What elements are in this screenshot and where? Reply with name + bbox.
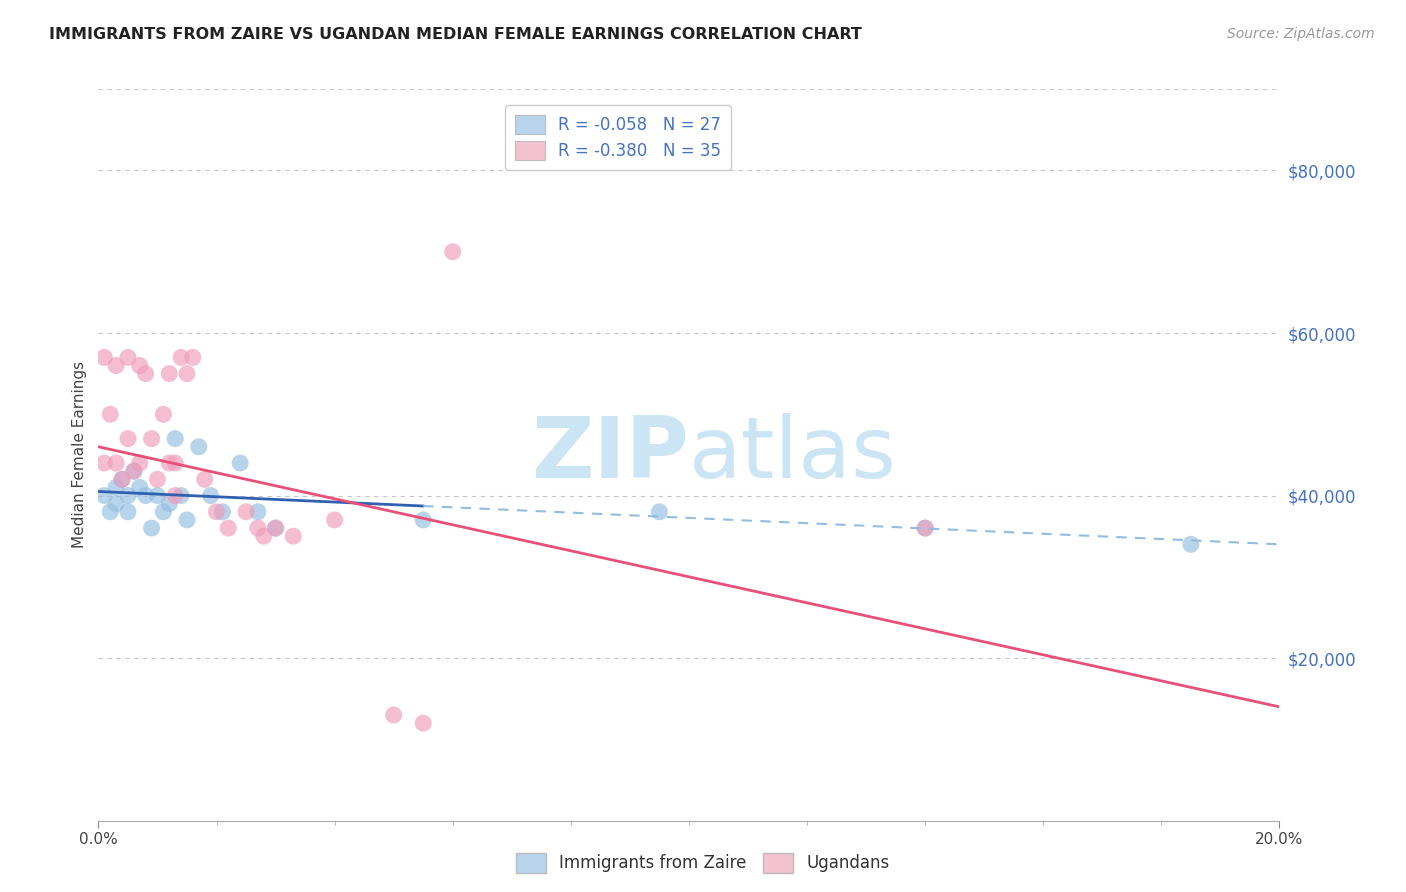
Point xyxy=(235,505,257,519)
Point xyxy=(146,489,169,503)
Point xyxy=(122,464,145,478)
Point xyxy=(141,521,163,535)
Point xyxy=(194,472,217,486)
Point xyxy=(205,505,228,519)
Point xyxy=(200,489,222,503)
Point xyxy=(229,456,252,470)
Point xyxy=(146,472,169,486)
Y-axis label: Median Female Earnings: Median Female Earnings xyxy=(72,361,87,549)
Point xyxy=(128,480,150,494)
Point xyxy=(93,456,115,470)
Point xyxy=(128,359,150,373)
Point xyxy=(382,708,405,723)
Point xyxy=(117,505,139,519)
Point xyxy=(165,456,187,470)
Point xyxy=(264,521,287,535)
Text: atlas: atlas xyxy=(689,413,897,497)
Point xyxy=(181,351,204,365)
Point xyxy=(187,440,209,454)
Point xyxy=(111,472,134,486)
Text: ZIP: ZIP xyxy=(531,413,689,497)
Legend: Immigrants from Zaire, Ugandans: Immigrants from Zaire, Ugandans xyxy=(509,847,897,880)
Point xyxy=(1180,537,1202,551)
Point xyxy=(170,489,193,503)
Point xyxy=(914,521,936,535)
Point xyxy=(165,489,187,503)
Point xyxy=(93,489,115,503)
Point xyxy=(648,505,671,519)
Point xyxy=(122,464,145,478)
Point xyxy=(93,351,115,365)
Point xyxy=(283,529,305,543)
Point xyxy=(412,716,434,731)
Point xyxy=(141,432,163,446)
Point xyxy=(117,432,139,446)
Point xyxy=(157,367,180,381)
Point xyxy=(211,505,233,519)
Point xyxy=(246,521,269,535)
Point xyxy=(157,497,180,511)
Point xyxy=(135,489,157,503)
Point xyxy=(217,521,239,535)
Point xyxy=(176,367,198,381)
Point xyxy=(323,513,346,527)
Point xyxy=(165,432,187,446)
Point xyxy=(176,513,198,527)
Point xyxy=(253,529,276,543)
Point xyxy=(157,456,180,470)
Point xyxy=(264,521,287,535)
Point xyxy=(152,505,174,519)
Point xyxy=(246,505,269,519)
Point xyxy=(105,456,128,470)
Text: IMMIGRANTS FROM ZAIRE VS UGANDAN MEDIAN FEMALE EARNINGS CORRELATION CHART: IMMIGRANTS FROM ZAIRE VS UGANDAN MEDIAN … xyxy=(49,27,862,42)
Point xyxy=(441,244,464,259)
Point xyxy=(412,513,434,527)
Point xyxy=(152,407,174,421)
Legend: R = -0.058   N = 27, R = -0.380   N = 35: R = -0.058 N = 27, R = -0.380 N = 35 xyxy=(505,105,731,170)
Point xyxy=(170,351,193,365)
Point xyxy=(128,456,150,470)
Point xyxy=(117,351,139,365)
Point xyxy=(105,359,128,373)
Point xyxy=(105,497,128,511)
Point xyxy=(135,367,157,381)
Point xyxy=(914,521,936,535)
Point xyxy=(111,472,134,486)
Point xyxy=(98,505,121,519)
Text: Source: ZipAtlas.com: Source: ZipAtlas.com xyxy=(1227,27,1375,41)
Point xyxy=(105,480,128,494)
Point xyxy=(98,407,121,421)
Point xyxy=(117,489,139,503)
